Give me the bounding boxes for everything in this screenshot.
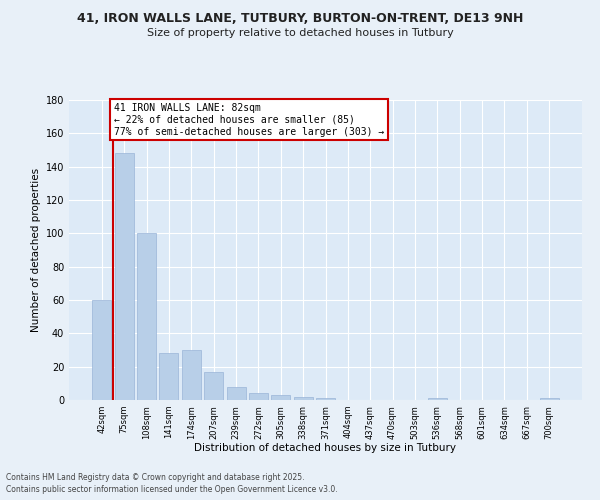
Bar xyxy=(204,372,223,400)
Bar xyxy=(271,395,290,400)
Text: Contains public sector information licensed under the Open Government Licence v3: Contains public sector information licen… xyxy=(6,485,338,494)
Text: Contains HM Land Registry data © Crown copyright and database right 2025.: Contains HM Land Registry data © Crown c… xyxy=(6,474,305,482)
Text: 41 IRON WALLS LANE: 82sqm
← 22% of detached houses are smaller (85)
77% of semi-: 41 IRON WALLS LANE: 82sqm ← 22% of detac… xyxy=(114,104,385,136)
Bar xyxy=(293,396,313,400)
Bar xyxy=(92,300,112,400)
Bar xyxy=(227,386,245,400)
Text: Size of property relative to detached houses in Tutbury: Size of property relative to detached ho… xyxy=(146,28,454,38)
Bar xyxy=(316,398,335,400)
Bar xyxy=(539,398,559,400)
Bar xyxy=(249,394,268,400)
Bar xyxy=(428,398,447,400)
Bar xyxy=(160,354,178,400)
Bar xyxy=(137,234,156,400)
Text: 41, IRON WALLS LANE, TUTBURY, BURTON-ON-TRENT, DE13 9NH: 41, IRON WALLS LANE, TUTBURY, BURTON-ON-… xyxy=(77,12,523,26)
Bar xyxy=(115,154,134,400)
Y-axis label: Number of detached properties: Number of detached properties xyxy=(31,168,41,332)
Bar xyxy=(182,350,201,400)
X-axis label: Distribution of detached houses by size in Tutbury: Distribution of detached houses by size … xyxy=(194,443,457,453)
